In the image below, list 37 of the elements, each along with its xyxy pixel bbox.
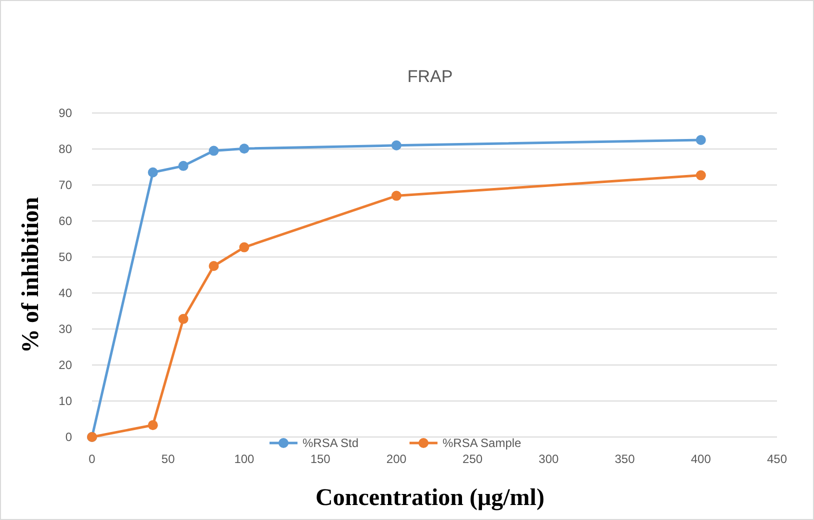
y-axis-title: % of inhibition [18,196,44,354]
x-tick-label: 150 [310,452,331,466]
x-tick-label: 350 [614,452,636,466]
y-tick-label: 40 [58,286,72,300]
y-tick-label: 20 [58,358,72,372]
x-tick-label: 200 [386,452,407,466]
legend-label: %RSA Sample [442,436,522,450]
x-tick-label: 450 [766,452,788,466]
point [208,261,219,271]
point [148,420,158,430]
x-tick-label: 50 [161,452,176,466]
y-tick-label: 70 [58,178,72,192]
point [148,167,158,178]
y-tick-label: 10 [58,394,72,408]
point [178,314,188,324]
y-tick-label: 60 [58,214,72,228]
x-tick-label: 0 [88,452,96,466]
chart-title: FRAP [407,67,453,86]
y-tick-label: 0 [65,430,72,444]
x-tick-label: 300 [538,452,559,466]
point [696,135,706,145]
y-tick-label: 80 [58,142,72,156]
point [391,140,402,150]
y-tick-label: 30 [58,322,72,336]
point [178,160,188,171]
y-tick-label: 50 [58,250,72,264]
x-axis-title: Concentration (μg/ml) [316,485,544,511]
point [391,190,402,201]
point [208,146,219,156]
y-tick-label: 90 [58,106,72,120]
point [239,242,250,252]
x-tick-label: 100 [234,452,255,466]
point [696,170,706,180]
point [239,144,250,154]
x-tick-label: 250 [462,452,483,466]
x-tick-label: 400 [690,452,712,466]
legend-label: %RSA Std [302,436,359,450]
